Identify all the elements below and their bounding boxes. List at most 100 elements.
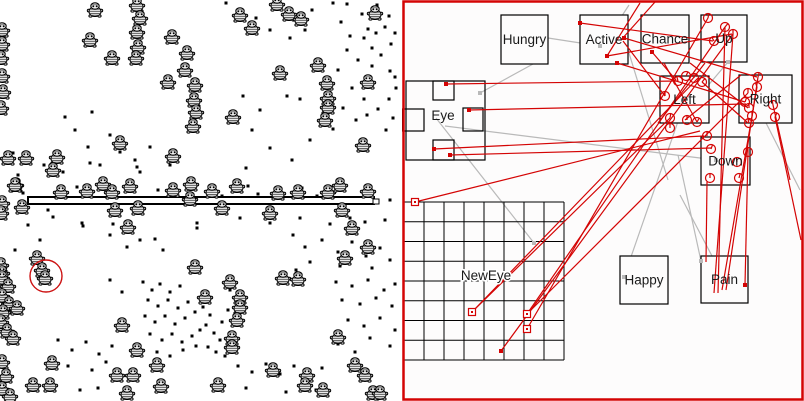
creature-sprite[interactable] — [314, 382, 332, 398]
neuron-circle[interactable] — [708, 35, 720, 47]
creature-sprite[interactable] — [184, 118, 202, 134]
neuron-unit[interactable] — [664, 112, 676, 124]
creature-sprite[interactable] — [178, 45, 196, 61]
creature-sprite[interactable] — [152, 378, 170, 394]
neuron-unit[interactable] — [701, 130, 713, 142]
creature-sprite[interactable] — [316, 112, 334, 128]
creature-sprite[interactable] — [78, 183, 96, 199]
neuron-unit[interactable] — [681, 114, 693, 126]
creature-sprite[interactable] — [0, 68, 11, 84]
neuron-unit[interactable] — [733, 172, 745, 184]
neuron-circle[interactable] — [705, 143, 717, 155]
creature-sprite[interactable] — [318, 75, 336, 91]
node-box-active[interactable] — [579, 14, 629, 65]
creature-sprite[interactable] — [186, 77, 204, 93]
creature-sprite[interactable] — [346, 357, 364, 373]
creature-sprite[interactable] — [196, 289, 214, 305]
creature-sprite[interactable] — [203, 183, 221, 199]
neuron-unit[interactable] — [691, 116, 703, 128]
creature-sprite[interactable] — [359, 183, 377, 199]
neuron-circle[interactable] — [696, 76, 708, 88]
neuron-circle[interactable] — [733, 172, 745, 184]
brain-network-panel[interactable]: Hungry Active Chance Up Left Right Down Happy Pa… — [402, 0, 804, 401]
creature-sprite[interactable] — [0, 368, 15, 384]
neuron-unit[interactable] — [731, 156, 743, 168]
eye-sensor-cell[interactable] — [432, 80, 455, 101]
neuron-unit[interactable] — [672, 75, 684, 87]
neuron-unit[interactable] — [742, 87, 754, 99]
creature-sprite[interactable] — [86, 2, 104, 18]
creature-sprite[interactable] — [366, 5, 384, 21]
creature-sprite[interactable] — [131, 10, 149, 26]
neuron-unit[interactable] — [702, 12, 714, 24]
creature-sprite[interactable] — [164, 148, 182, 164]
neuron-circle[interactable] — [769, 111, 781, 123]
creature-sprite[interactable] — [228, 178, 246, 194]
creature-sprite[interactable] — [243, 20, 261, 36]
neuron-unit[interactable] — [751, 81, 763, 93]
neuron-unit[interactable] — [688, 72, 700, 84]
creature-sprite[interactable] — [128, 342, 146, 358]
neuron-unit[interactable] — [659, 90, 671, 102]
neuron-unit[interactable] — [705, 143, 717, 155]
creature-sprite[interactable] — [118, 385, 136, 401]
neuron-unit[interactable] — [752, 71, 764, 83]
creature-sprite[interactable] — [0, 84, 12, 100]
creature-sprite[interactable] — [124, 367, 142, 383]
neuron-units-layer[interactable] — [659, 12, 781, 184]
neuron-unit[interactable] — [742, 146, 754, 158]
neuron-circle[interactable] — [752, 71, 764, 83]
creature-sprite[interactable] — [228, 312, 246, 328]
neuron-circle[interactable] — [691, 116, 703, 128]
creature-sprite[interactable] — [354, 137, 372, 153]
creature-sprite[interactable] — [108, 367, 126, 383]
neuron-unit[interactable] — [680, 70, 692, 82]
neuron-unit[interactable] — [743, 117, 755, 129]
creature-sprite[interactable] — [264, 362, 282, 378]
creature-sprite[interactable] — [159, 74, 177, 90]
neuron-unit[interactable] — [708, 35, 720, 47]
neuron-unit[interactable] — [704, 172, 716, 184]
neuron-circle[interactable] — [751, 81, 763, 93]
neuron-circle[interactable] — [680, 70, 692, 82]
neuron-unit[interactable] — [769, 111, 781, 123]
neuron-circle[interactable] — [702, 12, 714, 24]
creature-sprite[interactable] — [103, 50, 121, 66]
node-box-hungry[interactable] — [500, 14, 549, 65]
node-box-happy[interactable] — [619, 255, 669, 305]
creature-sprite[interactable] — [224, 109, 242, 125]
eye-sensor-cell[interactable] — [462, 107, 484, 132]
creature-sprite[interactable] — [181, 191, 199, 207]
neuron-unit[interactable] — [746, 110, 758, 122]
creature-sprite[interactable] — [17, 150, 35, 166]
neuron-circle[interactable] — [731, 156, 743, 168]
creature-sprite[interactable] — [231, 7, 249, 23]
creature-sprite[interactable] — [121, 178, 139, 194]
creature-sprite[interactable] — [309, 57, 327, 73]
creature-sprite[interactable] — [209, 377, 227, 393]
creature-sprite[interactable] — [261, 205, 279, 221]
creature-sprite[interactable] — [336, 250, 354, 266]
creature-sprite[interactable] — [176, 62, 194, 78]
creature-sprite[interactable] — [148, 357, 166, 373]
creature-sprite[interactable] — [271, 65, 289, 81]
neuron-circle[interactable] — [719, 21, 731, 33]
creature-sprite[interactable] — [359, 74, 377, 90]
creature-sprite[interactable] — [0, 354, 11, 370]
creature-sprite[interactable] — [48, 149, 66, 165]
eye-sensor-cell[interactable] — [402, 108, 425, 132]
creature-sprite[interactable] — [331, 177, 349, 193]
creature-sprite[interactable] — [52, 184, 70, 200]
neuron-circle[interactable] — [672, 75, 684, 87]
creature-sprite[interactable] — [359, 239, 377, 255]
creature-sprite[interactable] — [24, 377, 42, 393]
creature-sprite[interactable] — [269, 185, 287, 201]
neuron-circle[interactable] — [743, 117, 755, 129]
node-box-pain[interactable] — [700, 255, 749, 304]
creature-sprite[interactable] — [268, 0, 286, 12]
creature-sprite[interactable] — [289, 271, 307, 287]
creature-sprite[interactable] — [0, 50, 10, 66]
creature-sprite[interactable] — [41, 377, 59, 393]
creature-sprite[interactable] — [81, 32, 99, 48]
creature-sprite[interactable] — [343, 220, 361, 236]
